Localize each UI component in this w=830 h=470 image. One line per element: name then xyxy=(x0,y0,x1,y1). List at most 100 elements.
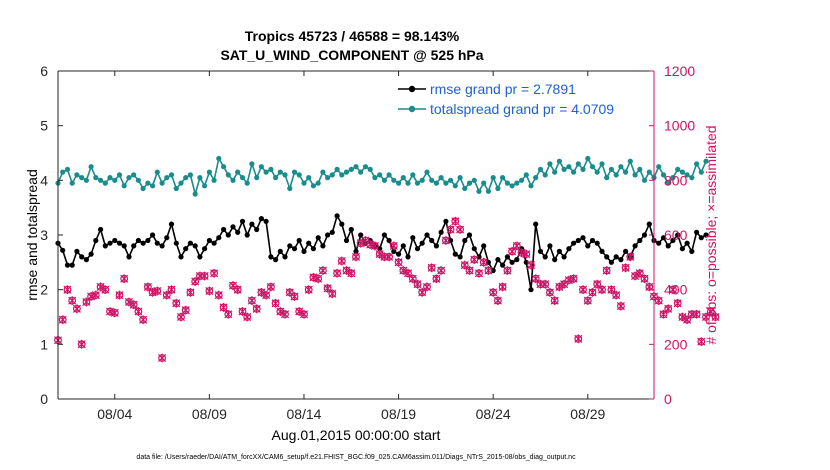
series-1-point xyxy=(102,180,108,186)
series-0-point xyxy=(604,254,610,260)
series-1-point xyxy=(414,180,421,186)
series-0-point xyxy=(287,243,293,249)
chart-title-line1: Tropics 45723 / 46588 = 98.143% xyxy=(245,28,460,44)
series-1-point xyxy=(79,175,85,181)
series-1-point xyxy=(552,169,558,175)
series-0-point xyxy=(102,243,108,249)
obs-point xyxy=(101,285,110,295)
series-0-point xyxy=(168,221,175,227)
obs-point xyxy=(214,290,223,300)
series-1-point xyxy=(670,175,676,181)
series-1-point xyxy=(221,164,227,170)
series-0-point xyxy=(580,235,586,241)
series-0-point xyxy=(145,237,151,244)
series-1-point xyxy=(296,172,302,178)
series-0-point xyxy=(481,243,487,249)
obs-point xyxy=(479,257,488,267)
series-1-point xyxy=(594,169,600,175)
obs-point xyxy=(465,266,474,275)
obs-point xyxy=(290,292,299,301)
series-0-point xyxy=(514,257,520,263)
series-1-point xyxy=(410,172,416,178)
obs-point xyxy=(110,308,119,318)
series-1-point xyxy=(471,177,477,183)
series-1-point xyxy=(339,172,345,178)
series-0-point xyxy=(509,259,515,265)
series-0-point xyxy=(339,221,345,227)
obs-point xyxy=(616,301,625,311)
series-0-point xyxy=(656,240,662,246)
obs-point xyxy=(626,252,635,262)
series-0-point xyxy=(178,254,184,260)
obs-point xyxy=(512,241,521,251)
obs-point xyxy=(77,339,86,349)
series-1-point xyxy=(589,164,596,170)
series-1-point xyxy=(613,172,619,178)
obs-point xyxy=(243,312,252,322)
series-0-point xyxy=(98,226,104,233)
series-0-point xyxy=(391,248,397,254)
series-0-point xyxy=(60,247,66,253)
series-0-point xyxy=(542,254,548,260)
series-0-point xyxy=(443,218,449,224)
series-1-point xyxy=(684,172,690,178)
obs-point xyxy=(158,353,167,363)
series-1-point xyxy=(216,155,222,162)
obs-point xyxy=(191,277,200,286)
obs-point xyxy=(697,337,706,346)
series-1-point xyxy=(424,169,430,175)
obs-point xyxy=(167,285,176,295)
obs-point xyxy=(460,260,469,270)
series-1-point xyxy=(396,180,402,186)
series-1-point xyxy=(381,177,387,183)
series-0-point xyxy=(599,248,605,254)
series-1-point xyxy=(495,185,501,192)
series-1-point xyxy=(509,183,515,189)
series-1-point xyxy=(689,175,695,181)
series-1 xyxy=(55,155,709,198)
obs-point xyxy=(541,279,550,289)
series-0-point xyxy=(452,251,458,257)
obs-point xyxy=(115,290,124,300)
left-tick-label: 0 xyxy=(40,391,48,407)
series-0-point xyxy=(121,243,127,249)
series-0-point xyxy=(88,251,94,257)
legend-totalspread-marker xyxy=(408,105,416,113)
obs-point xyxy=(664,304,673,314)
series-1-point xyxy=(244,180,250,186)
series-1-point xyxy=(627,158,633,164)
obs-point xyxy=(385,252,394,262)
series-0-point xyxy=(273,257,279,263)
obs-point xyxy=(404,268,413,278)
series-0-point xyxy=(254,226,260,233)
series-0-point xyxy=(386,237,392,244)
x-tick-label: 08/09 xyxy=(192,406,227,422)
series-0-point xyxy=(282,254,288,260)
series-1-point xyxy=(168,172,175,178)
series-1-point xyxy=(192,191,198,197)
series-0-point xyxy=(552,257,558,263)
series-1-point xyxy=(88,164,94,170)
obs-point xyxy=(247,296,256,305)
obs-point xyxy=(418,288,427,297)
series-0-point xyxy=(221,226,227,233)
series-0-point xyxy=(381,232,387,238)
series-1-point xyxy=(514,180,520,186)
series-1-point xyxy=(273,175,279,181)
series-0-point xyxy=(589,237,596,244)
series-1-point xyxy=(343,169,350,175)
series-1-point xyxy=(476,188,482,194)
x-axis-label: Aug.01,2015 00:00:00 start xyxy=(272,427,441,443)
series-0-point xyxy=(197,254,203,260)
obs-point xyxy=(318,266,327,275)
series-1-point xyxy=(694,161,700,167)
series-0-point xyxy=(613,254,619,260)
series-1-point xyxy=(187,172,193,178)
obs-point xyxy=(210,268,219,278)
series-1-point xyxy=(353,164,359,170)
series-1-point xyxy=(282,172,288,178)
obs-point xyxy=(432,274,441,284)
obs-point xyxy=(545,288,554,297)
series-1-point xyxy=(386,172,392,178)
series-0-point xyxy=(698,235,704,241)
